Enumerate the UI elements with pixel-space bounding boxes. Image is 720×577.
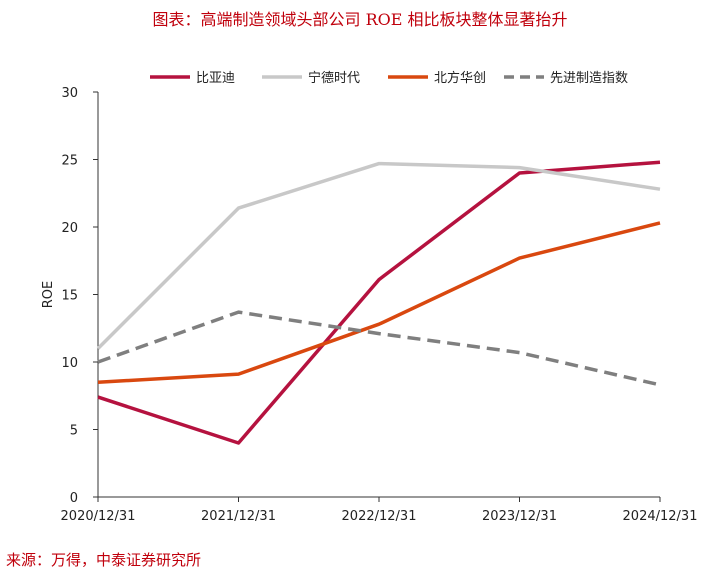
legend-label-4: 先进制造指数 [550, 71, 628, 86]
chart-title: 图表：高端制造领域头部公司 ROE 相比板块整体显著抬升 [152, 10, 568, 29]
y-tick-label: 30 [61, 86, 78, 101]
y-tick-label: 15 [61, 289, 78, 304]
series-line-1 [97, 160, 661, 445]
legend-label-2: 宁德时代 [308, 70, 360, 86]
y-tick-label: 5 [70, 424, 78, 439]
y-axis-label: ROE [41, 281, 56, 308]
y-tick-label: 20 [61, 221, 78, 236]
series-lines [96, 160, 661, 445]
x-tick-label: 2021/12/31 [201, 509, 276, 524]
x-tick-label: 2023/12/31 [482, 509, 557, 524]
source-note: 来源：万得，中泰证券研究所 [6, 551, 202, 569]
series-line-4 [97, 310, 661, 387]
series-line-2 [96, 161, 661, 350]
legend-label-1: 比亚迪 [196, 71, 235, 86]
axes [93, 91, 661, 502]
x-tick-label: 2022/12/31 [342, 509, 417, 524]
y-tick-label: 0 [70, 491, 78, 506]
x-tick-label: 2020/12/31 [61, 509, 136, 524]
legend: 比亚迪 宁德时代 北方华创 先进制造指数 [150, 70, 628, 86]
y-tick-label: 25 [61, 154, 78, 169]
series-line-3 [97, 221, 661, 385]
y-tick-label: 10 [61, 356, 78, 371]
x-tick-label: 2024/12/31 [623, 509, 698, 524]
tick-labels: 0 5 10 15 20 25 30 2020/12/31 2021/12/31 2022/12/… [41, 86, 697, 524]
legend-label-3: 北方华创 [434, 70, 486, 86]
